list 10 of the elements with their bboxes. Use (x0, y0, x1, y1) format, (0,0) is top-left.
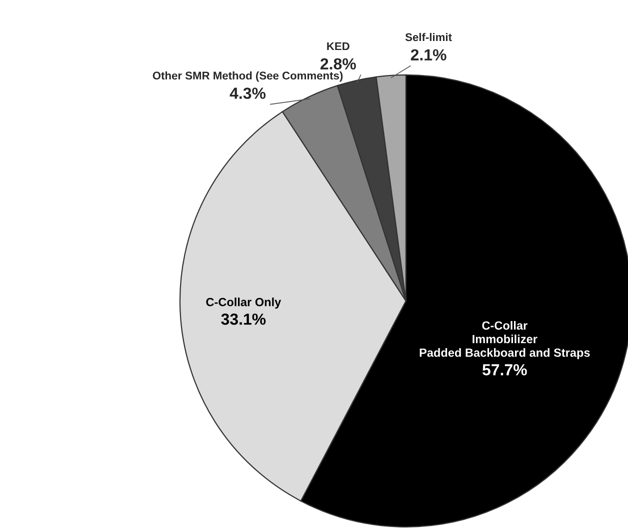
slice-label: KED (327, 42, 350, 50)
slice-label: Self-limit (405, 32, 452, 42)
slice-label: C-Collar Only (206, 298, 282, 309)
data-label: 33.1% (221, 314, 266, 325)
data-label: 2.1% (410, 49, 446, 60)
slice-label: Other SMR Method (See Comments) (152, 71, 343, 82)
data-label: 57.7% (482, 364, 527, 376)
slice-label: C-Collar Immobilizer Padded Backboard and Straps (420, 321, 590, 360)
data-label: 2.8% (320, 58, 356, 70)
data-label: 4.3% (230, 88, 266, 99)
